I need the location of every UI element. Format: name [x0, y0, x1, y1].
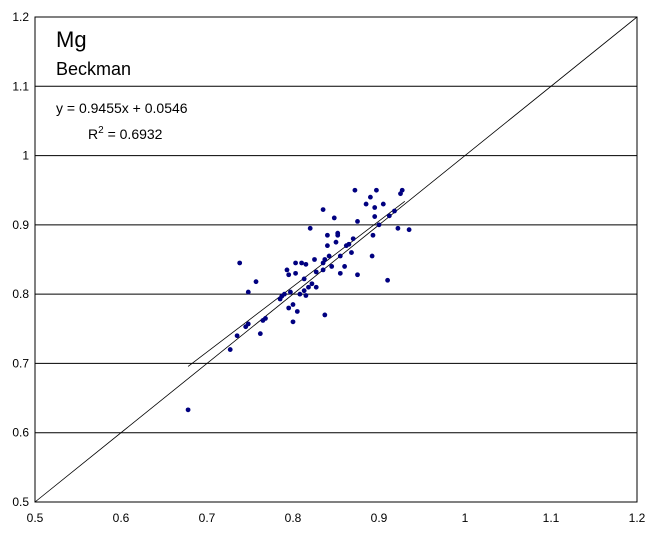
data-point — [385, 277, 390, 283]
gridlines — [35, 85, 637, 434]
data-point — [346, 241, 352, 247]
data-points — [185, 187, 412, 413]
data-point — [326, 253, 332, 259]
x-tick-label: 0.9 — [371, 511, 388, 525]
data-point — [301, 276, 307, 282]
y-tick-label: 1.2 — [12, 10, 29, 24]
data-point — [312, 257, 317, 262]
data-point — [237, 260, 243, 266]
x-tick-label: 1.2 — [629, 511, 646, 525]
data-point — [299, 260, 304, 266]
data-point — [337, 253, 343, 259]
y-tick-label: 0.7 — [12, 356, 29, 370]
data-point — [368, 194, 373, 200]
data-point — [372, 214, 378, 219]
data-point — [245, 321, 251, 327]
data-point — [293, 260, 298, 266]
data-point — [257, 331, 263, 337]
data-point — [301, 288, 307, 294]
data-point — [380, 201, 386, 207]
y-tick-label: 0.9 — [12, 218, 29, 232]
data-point — [313, 284, 319, 290]
data-point — [395, 225, 401, 231]
identity-line — [34, 16, 638, 503]
data-point — [376, 222, 382, 228]
x-axis-tick-labels: 0.5 0.6 0.7 0.8 0.9 1 1.1 1.2 — [27, 511, 646, 525]
data-point — [349, 250, 354, 255]
data-point — [392, 208, 397, 214]
x-tick-label: 1.1 — [543, 511, 560, 525]
data-point — [284, 267, 290, 273]
data-point — [313, 269, 319, 275]
r-squared-r: R — [88, 126, 98, 142]
y-tick-label: 1.1 — [12, 79, 29, 93]
plot-area-border — [34, 16, 638, 503]
data-point — [253, 279, 259, 285]
data-point — [355, 218, 360, 224]
r-squared-label: R2 = 0.6932 — [88, 125, 163, 142]
data-point — [297, 291, 303, 297]
x-tick-label: 0.8 — [285, 511, 302, 525]
data-point — [333, 239, 339, 245]
data-point — [374, 187, 379, 193]
data-point — [245, 289, 251, 295]
x-tick-label: 0.7 — [199, 511, 216, 525]
data-point — [372, 205, 378, 210]
x-tick-label: 1 — [462, 511, 469, 525]
data-point — [322, 312, 328, 318]
data-point — [307, 225, 313, 231]
data-point — [322, 257, 328, 262]
data-point — [325, 232, 330, 238]
data-point — [355, 272, 360, 278]
data-point — [369, 253, 375, 259]
y-axis-tick-labels: 0.5 0.6 0.7 0.8 0.9 1 1.1 1.2 — [12, 10, 29, 509]
data-point — [234, 333, 240, 339]
data-point — [335, 230, 341, 236]
data-point — [399, 187, 405, 193]
data-point — [325, 243, 330, 249]
regression-equation: y = 0.9455x + 0.0546 — [56, 100, 188, 116]
data-point — [286, 272, 292, 278]
y-tick-label: 0.8 — [12, 287, 29, 301]
data-point — [329, 264, 335, 269]
data-point — [331, 215, 337, 221]
r-squared-superscript: 2 — [98, 125, 104, 136]
data-point — [320, 267, 326, 273]
data-point — [227, 347, 233, 352]
chart-subtitle: Beckman — [56, 59, 131, 79]
data-point — [282, 291, 287, 297]
y-tick-label: 1 — [22, 149, 29, 163]
data-point — [406, 227, 412, 233]
chart-title: Mg — [56, 27, 87, 52]
y-tick-label: 0.6 — [12, 426, 29, 440]
data-point — [363, 201, 369, 207]
data-point — [290, 302, 296, 307]
data-point — [309, 281, 315, 287]
data-point — [303, 293, 309, 298]
x-tick-label: 0.5 — [27, 511, 44, 525]
data-point — [294, 309, 300, 314]
data-point — [293, 270, 298, 276]
r-squared-value: = 0.6932 — [104, 126, 163, 142]
data-point — [263, 315, 268, 321]
data-point — [286, 305, 292, 311]
data-point — [370, 232, 376, 238]
x-tick-label: 0.6 — [113, 511, 130, 525]
data-point — [342, 264, 347, 269]
data-point — [352, 187, 358, 193]
data-point — [303, 261, 309, 267]
data-point — [320, 207, 326, 213]
data-point — [290, 319, 296, 325]
data-point — [288, 289, 293, 295]
data-point — [337, 270, 343, 276]
data-point — [386, 213, 392, 219]
trendline — [187, 201, 406, 367]
data-point — [306, 284, 311, 290]
data-point — [350, 236, 356, 242]
data-point — [185, 407, 191, 413]
y-tick-label: 0.5 — [12, 495, 29, 509]
